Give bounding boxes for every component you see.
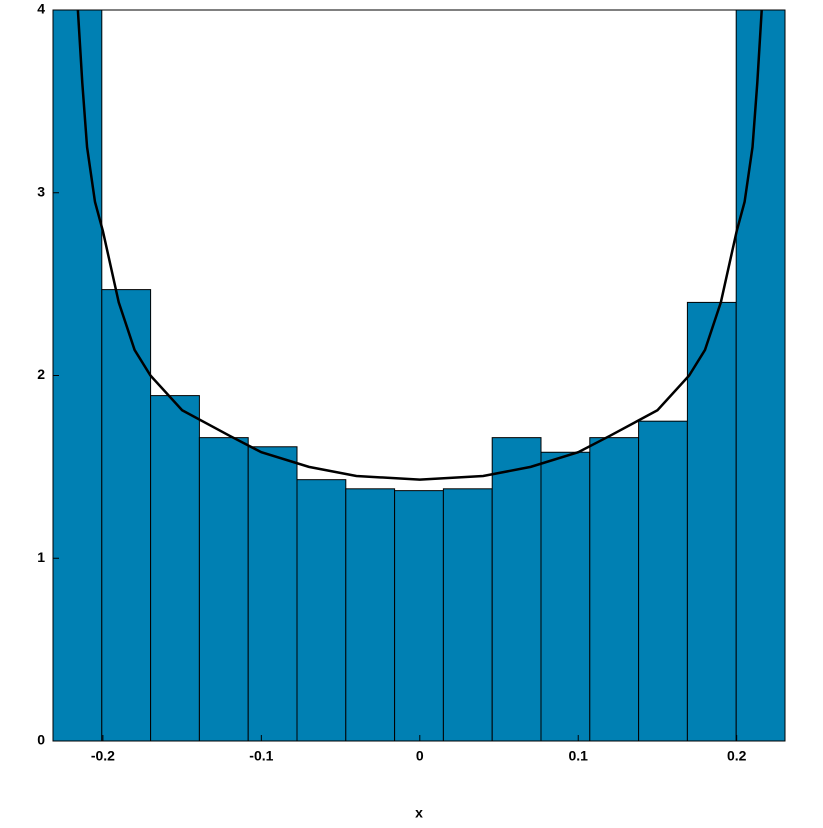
bar <box>442 488 493 741</box>
bar <box>150 395 200 741</box>
x-tick-label: -0.1 <box>249 748 273 764</box>
density-curve <box>76 10 763 481</box>
bar <box>394 490 444 741</box>
y-tick-label: 1 <box>37 549 45 565</box>
bar <box>735 10 785 741</box>
x-tick-label: 0.1 <box>568 748 588 764</box>
y-tick-label: 2 <box>37 366 45 382</box>
bar <box>345 488 396 741</box>
x-tick-label: 0 <box>416 748 424 764</box>
bar <box>198 437 249 741</box>
bar <box>589 437 640 741</box>
plot-area <box>53 10 785 741</box>
y-tick-label: 0 <box>37 732 45 748</box>
y-tick-label: 3 <box>37 183 45 199</box>
bar <box>101 289 152 741</box>
x-tick-label: 0.2 <box>727 748 747 764</box>
bar <box>540 451 591 741</box>
bar <box>638 420 688 741</box>
bar <box>247 446 298 741</box>
x-axis-label: x <box>415 805 423 821</box>
bar <box>491 437 542 741</box>
y-tick-label: 4 <box>37 1 45 17</box>
bar <box>296 479 347 741</box>
bar <box>686 301 737 741</box>
bar <box>53 10 103 741</box>
x-tick-label: -0.2 <box>91 748 115 764</box>
